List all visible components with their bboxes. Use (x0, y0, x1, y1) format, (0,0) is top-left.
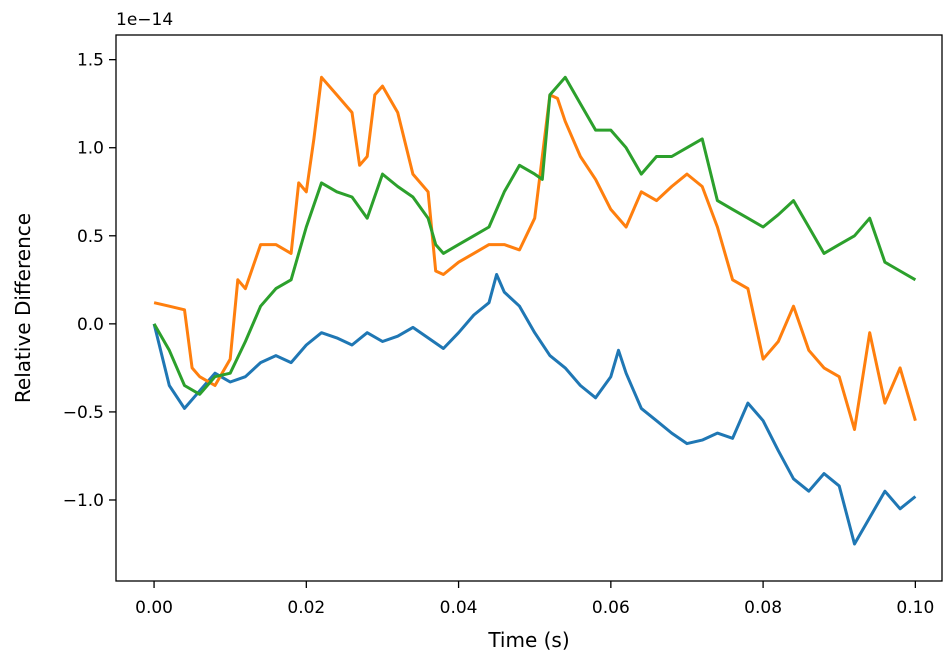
x-tick-label: 0.02 (287, 598, 325, 618)
y-tick-label: 0.0 (77, 315, 104, 335)
y-axis-ticks: −1.0 −0.5 0.0 0.5 1.0 1.5 (63, 51, 116, 511)
x-tick-label: 0.04 (440, 598, 478, 618)
series-line-3 (152, 75, 917, 396)
y-tick-label: 1.5 (77, 51, 104, 71)
x-tick-label: 0.08 (744, 598, 782, 618)
y-tick-label: 0.5 (77, 227, 104, 247)
x-tick-label: 0.10 (896, 598, 934, 618)
y-tick-label: −0.5 (63, 403, 104, 423)
series-layer (152, 75, 917, 546)
axis-offset-label: 1e−14 (116, 10, 173, 30)
axes-frame (115, 34, 943, 582)
x-axis-ticks: 0.00 0.02 0.04 0.06 0.08 0.10 (135, 581, 934, 618)
y-tick-label: 1.0 (77, 139, 104, 159)
x-tick-label: 0.00 (135, 598, 173, 618)
x-axis-label: Time (s) (487, 628, 569, 652)
y-tick-label: −1.0 (63, 491, 104, 511)
series-line-1 (152, 273, 917, 546)
y-axis-label: Relative Difference (11, 213, 35, 403)
series-line-2 (153, 75, 917, 431)
x-tick-label: 0.06 (592, 598, 630, 618)
